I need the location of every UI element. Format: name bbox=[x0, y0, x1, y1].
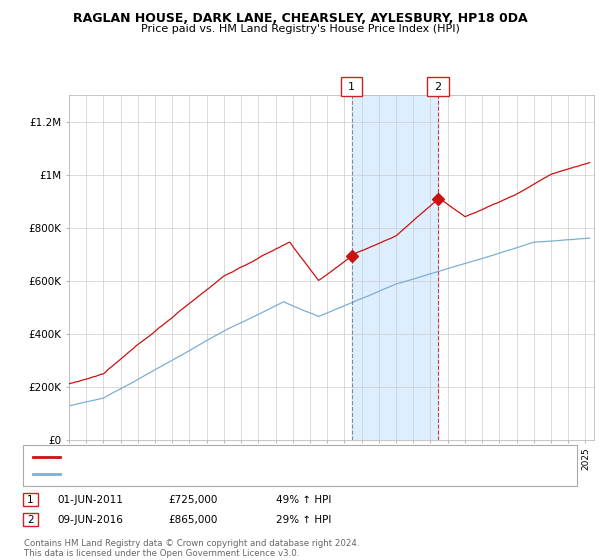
Text: RAGLAN HOUSE, DARK LANE, CHEARSLEY, AYLESBURY, HP18 0DA (detached house): RAGLAN HOUSE, DARK LANE, CHEARSLEY, AYLE… bbox=[63, 452, 473, 462]
Text: 09-JUN-2016: 09-JUN-2016 bbox=[57, 515, 123, 525]
Text: RAGLAN HOUSE, DARK LANE, CHEARSLEY, AYLESBURY, HP18 0DA: RAGLAN HOUSE, DARK LANE, CHEARSLEY, AYLE… bbox=[73, 12, 527, 25]
Text: Price paid vs. HM Land Registry's House Price Index (HPI): Price paid vs. HM Land Registry's House … bbox=[140, 24, 460, 34]
Text: 29% ↑ HPI: 29% ↑ HPI bbox=[276, 515, 331, 525]
Text: 49% ↑ HPI: 49% ↑ HPI bbox=[276, 494, 331, 505]
Text: £725,000: £725,000 bbox=[168, 494, 217, 505]
Bar bbox=[352, 95, 438, 440]
Text: Contains HM Land Registry data © Crown copyright and database right 2024.
This d: Contains HM Land Registry data © Crown c… bbox=[24, 539, 359, 558]
Text: £865,000: £865,000 bbox=[168, 515, 217, 525]
Text: 1: 1 bbox=[27, 494, 34, 505]
Text: 01-JUN-2011: 01-JUN-2011 bbox=[57, 494, 123, 505]
Text: 2: 2 bbox=[434, 82, 442, 92]
Text: HPI: Average price, detached house, Buckinghamshire: HPI: Average price, detached house, Buck… bbox=[63, 469, 329, 479]
Text: 2: 2 bbox=[27, 515, 34, 525]
Text: 1: 1 bbox=[348, 82, 355, 92]
